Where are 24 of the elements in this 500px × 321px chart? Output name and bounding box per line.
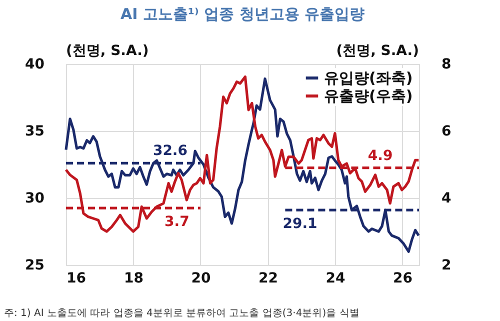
y-tick-label: 25 xyxy=(25,258,44,274)
y2-tick-label: 8 xyxy=(442,56,452,72)
x-tick-label: 22 xyxy=(258,270,278,286)
chart-title: AI 고노출¹⁾ 업종 청년고용 유출입량 xyxy=(120,5,364,23)
x-tick-label: 16 xyxy=(66,270,86,286)
y-tick-label: 30 xyxy=(25,190,45,206)
y-tick-label: 40 xyxy=(25,56,45,72)
y2-tick-label: 4 xyxy=(442,190,452,206)
y-axis-title: (천명, S.A.) xyxy=(66,43,149,59)
legend-label: 유입량(좌축) xyxy=(324,69,413,87)
x-tick-label: 18 xyxy=(124,270,144,286)
data-label: 3.7 xyxy=(164,214,190,230)
y2-tick-label: 6 xyxy=(442,124,452,140)
x-tick-label: 26 xyxy=(392,270,412,286)
data-label: 4.9 xyxy=(368,148,393,164)
y2-axis-title: (천명, S.A.) xyxy=(336,43,419,59)
text: 주: 1) AI 노출도에 따라 업종을 4분위로 분류하여 고노출 업종(3·4분위)을 식별 xyxy=(4,308,360,319)
data-label: 29.1 xyxy=(282,216,318,232)
y2-tick-label: 2 xyxy=(442,258,452,274)
y-tick-label: 35 xyxy=(25,124,44,140)
legend-label: 유출량(우축) xyxy=(324,87,413,105)
data-label: 32.6 xyxy=(152,143,188,160)
x-tick-label: 20 xyxy=(191,270,211,286)
x-tick-label: 24 xyxy=(326,270,346,286)
